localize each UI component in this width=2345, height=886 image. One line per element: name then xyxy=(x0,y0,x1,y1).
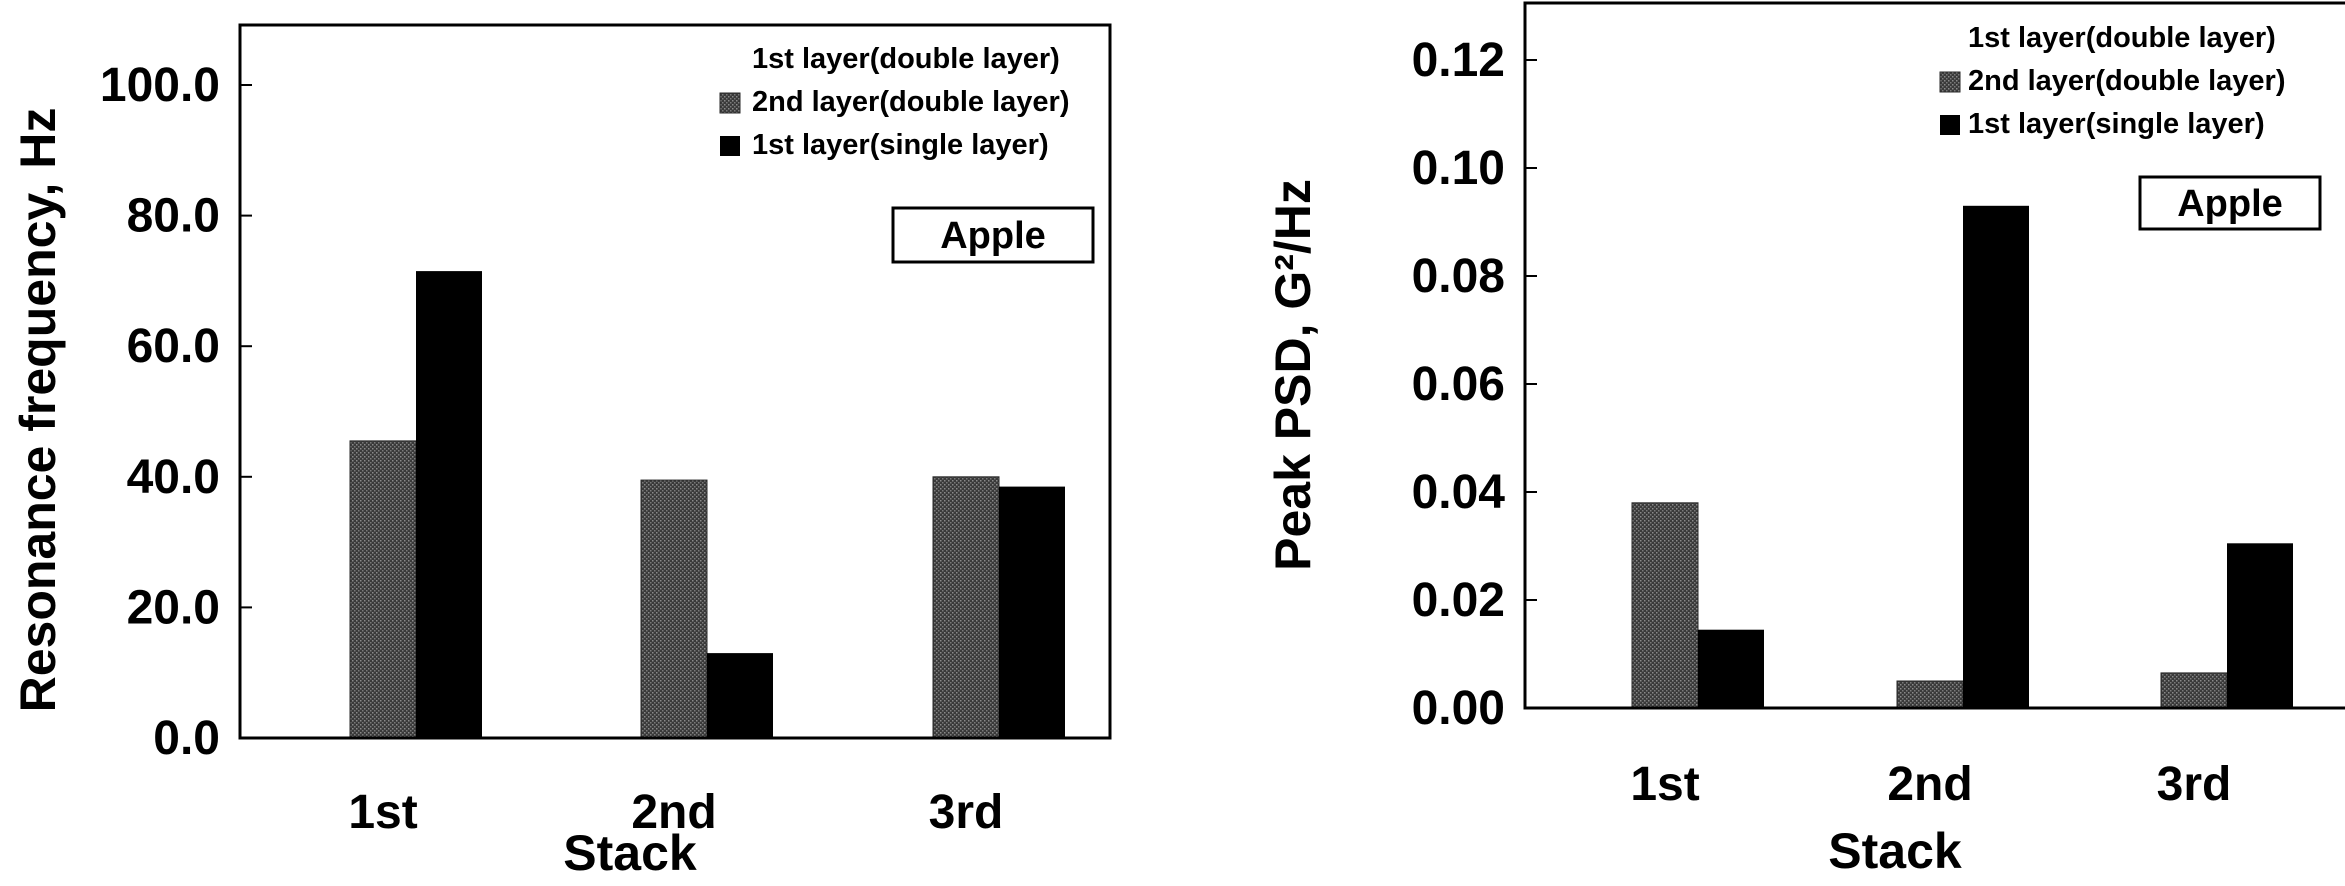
y-tick-label: 0.04 xyxy=(1412,466,1506,519)
tag-label: Apple xyxy=(2177,183,2283,225)
bar-1st-series3 xyxy=(1698,629,1764,708)
tag-box xyxy=(2138,175,2322,231)
y-axis-label: Peak PSD, G²/Hz xyxy=(1265,179,1321,571)
legend-entry: 1st layer(double layer) xyxy=(1968,22,2276,54)
y-tick-label: 0.08 xyxy=(1412,250,1505,303)
bar-3rd-series3 xyxy=(2227,543,2293,708)
chart-2: 0.00 0.02 0.04 0.06 0.08 0.10 0.12 1st 2nd 3rd Sta… xyxy=(1265,1,2345,879)
y-tick-label: 20.0 xyxy=(127,581,220,634)
y-tick-label: 40.0 xyxy=(127,451,220,504)
bar-3rd-series3 xyxy=(999,486,1065,738)
legend-entry: 1st layer(single layer) xyxy=(752,129,1049,161)
legend: 1st layer(double layer) 2nd layer(double … xyxy=(1939,22,2286,140)
y-tick-label: 0.10 xyxy=(1412,142,1505,195)
legend-swatch xyxy=(1939,71,1961,93)
bar-2nd-series2 xyxy=(1896,680,1964,709)
y-tick-label: 100.0 xyxy=(100,59,220,112)
y-tick-label: 0.00 xyxy=(1412,682,1505,735)
x-axis-label: Stack xyxy=(1828,823,1962,879)
x-axis-label: Stack xyxy=(563,825,697,881)
x-tick-label: 3rd xyxy=(929,786,1004,839)
legend-entry: 2nd layer(double layer) xyxy=(1968,65,2286,97)
legend-swatch xyxy=(1940,115,1960,135)
x-tick-label: 1st xyxy=(1630,758,1699,811)
y-tick-label: 0.12 xyxy=(1412,34,1505,87)
y-axis-label: Resonance frequency, Hz xyxy=(10,108,66,713)
y-tick-label: 0.0 xyxy=(153,712,220,765)
y-tick-label: 60.0 xyxy=(127,320,220,373)
bar-1st-series2 xyxy=(349,440,417,739)
legend-entry: 1st layer(single layer) xyxy=(1968,108,2265,140)
bar-2nd-series3 xyxy=(707,653,773,738)
x-tick-label: 2nd xyxy=(631,786,716,839)
legend-entry: 1st layer(double layer) xyxy=(752,43,1060,75)
y-tick-label: 0.02 xyxy=(1412,574,1505,627)
x-tick-label: 2nd xyxy=(1887,758,1972,811)
bar-3rd-series2 xyxy=(2160,672,2228,709)
bar-1st-series3 xyxy=(416,271,482,738)
tag-box xyxy=(891,206,1095,264)
bar-1st-series2 xyxy=(1631,502,1699,709)
plot-frame xyxy=(1523,1,2345,710)
bar-2nd-series3 xyxy=(1963,205,2029,709)
plot-frame xyxy=(238,23,1112,740)
legend-entry: 2nd layer(double layer) xyxy=(752,86,1070,118)
tag-label: Apple xyxy=(940,215,1046,257)
x-tick-label: 1st xyxy=(348,786,417,839)
bar-3rd-series2 xyxy=(932,476,1000,739)
y-tick-label: 0.06 xyxy=(1412,358,1505,411)
legend-swatch xyxy=(719,92,741,114)
x-tick-label: 3rd xyxy=(2157,758,2232,811)
legend-swatch xyxy=(720,136,740,156)
bar-2nd-series2 xyxy=(640,479,708,739)
legend: 1st layer(double layer) 2nd layer(double … xyxy=(719,43,1070,161)
chart-1: 0.0 20.0 40.0 60.0 80.0 100.0 1st 2nd 3rd Stack Re… xyxy=(10,23,1112,881)
y-tick-label: 80.0 xyxy=(127,190,220,243)
